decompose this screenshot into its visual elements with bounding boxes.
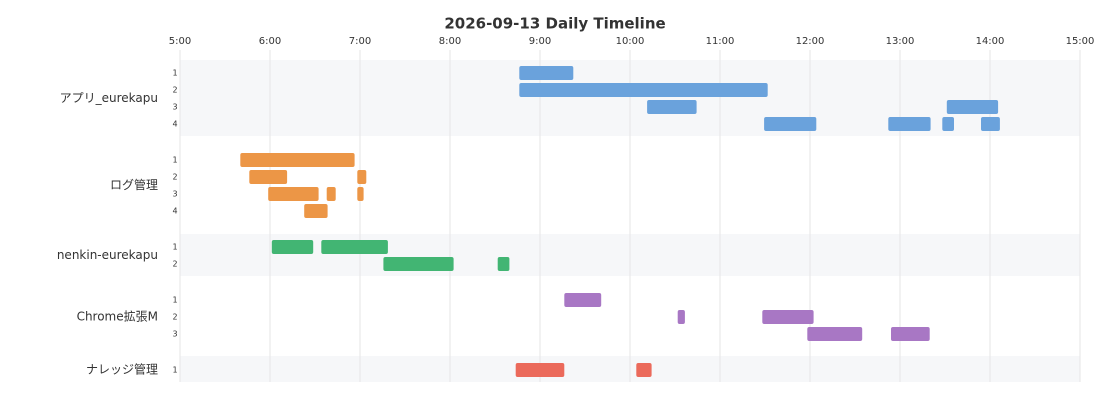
- lane-label: 2: [172, 313, 177, 322]
- x-tick-label: 9:00: [529, 36, 551, 47]
- lane-label: 1: [172, 296, 177, 305]
- chart-title: 2026-09-13 Daily Timeline: [444, 15, 665, 33]
- lane-label: 3: [172, 190, 177, 199]
- lane-label: 2: [172, 86, 177, 95]
- lane-label: 4: [172, 207, 177, 216]
- group-label: Chrome拡張M: [77, 310, 158, 324]
- bar: [321, 240, 388, 254]
- x-tick-label: 14:00: [976, 36, 1005, 47]
- lane-label: 2: [172, 173, 177, 182]
- bar: [764, 117, 817, 131]
- group-label: nenkin-eurekapu: [57, 248, 158, 262]
- bar: [304, 204, 328, 218]
- bar: [981, 117, 1000, 131]
- group-label: ログ管理: [110, 177, 158, 192]
- bar: [326, 187, 336, 201]
- bar: [497, 257, 510, 271]
- x-tick-label: 6:00: [259, 36, 281, 47]
- bar: [891, 327, 930, 341]
- group-label: ナレッジ管理: [86, 362, 158, 377]
- bar: [888, 117, 931, 131]
- lane-label: 3: [172, 330, 177, 339]
- bar: [357, 170, 367, 184]
- bar: [762, 310, 814, 324]
- lane-label: 1: [172, 243, 177, 252]
- lane-label: 2: [172, 260, 177, 269]
- bar: [240, 153, 355, 167]
- bar: [268, 187, 319, 201]
- lane-label: 1: [172, 366, 177, 375]
- bar: [942, 117, 954, 131]
- bar: [564, 293, 602, 307]
- x-tick-label: 10:00: [616, 36, 645, 47]
- x-tick-label: 7:00: [349, 36, 371, 47]
- group-label: アプリ_eurekapu: [60, 91, 158, 105]
- lane-label: 1: [172, 156, 177, 165]
- lane-label: 3: [172, 103, 177, 112]
- x-tick-label: 5:00: [169, 36, 191, 47]
- bar: [636, 363, 652, 377]
- x-tick-label: 8:00: [439, 36, 461, 47]
- x-tick-label: 15:00: [1066, 36, 1095, 47]
- lane-label: 4: [172, 120, 177, 129]
- bar: [383, 257, 454, 271]
- x-tick-label: 11:00: [706, 36, 735, 47]
- bar: [249, 170, 288, 184]
- bar: [519, 83, 768, 97]
- bar: [946, 100, 999, 114]
- bar: [357, 187, 364, 201]
- bar: [271, 240, 314, 254]
- bar: [647, 100, 697, 114]
- bar: [519, 66, 574, 80]
- bar: [677, 310, 685, 324]
- x-tick-label: 12:00: [796, 36, 825, 47]
- bar: [515, 363, 565, 377]
- lane-label: 1: [172, 69, 177, 78]
- bar: [807, 327, 863, 341]
- x-tick-label: 13:00: [886, 36, 915, 47]
